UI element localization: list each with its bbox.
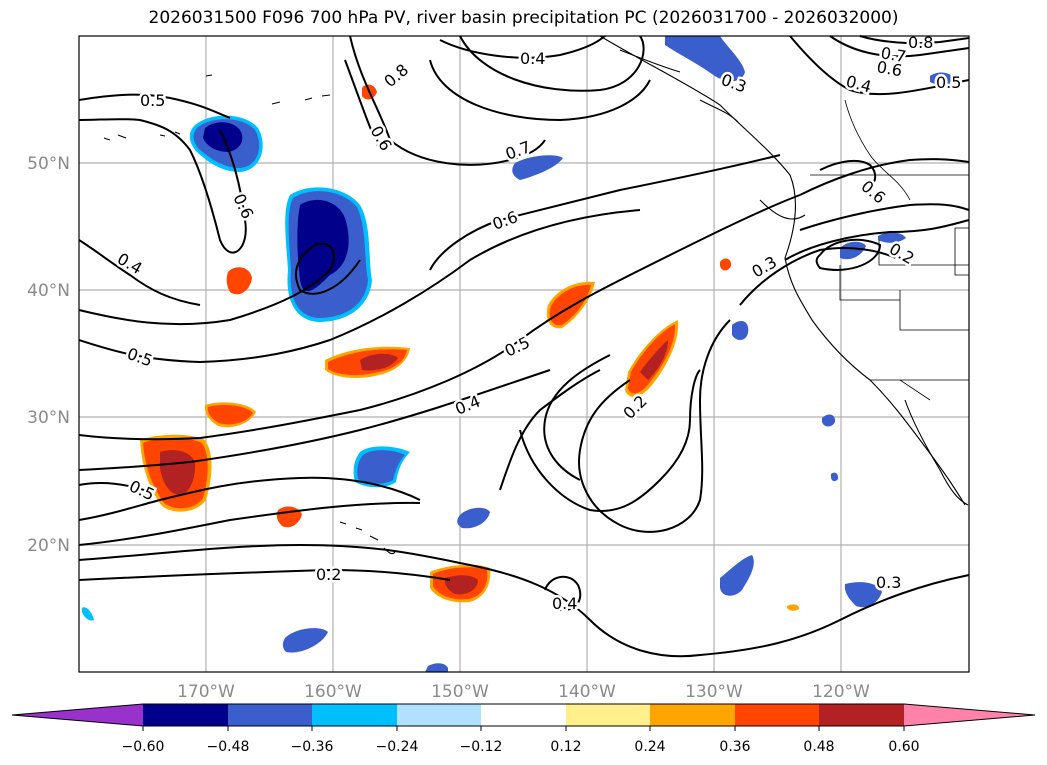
lon-label: 170°W <box>177 682 235 702</box>
colorbar-swatch <box>819 704 904 726</box>
colorbar-swatch <box>228 704 313 726</box>
colorbar-swatch <box>735 704 820 726</box>
colorbar-swatch <box>650 704 735 726</box>
colorbar-tick-label: −0.60 <box>122 739 165 755</box>
colorbar-swatch <box>566 704 651 726</box>
colorbar-extend-high <box>904 704 1035 726</box>
map-frame <box>78 35 970 673</box>
contour-label: 0.4 <box>552 594 577 613</box>
lon-label: 130°W <box>685 682 743 702</box>
colorbar-tick-label: −0.24 <box>376 739 419 755</box>
coastlines <box>103 35 969 555</box>
colorbar-swatch <box>312 704 397 726</box>
contour-label: 0.8 <box>908 33 933 52</box>
contour-label: 0.6 <box>875 57 903 80</box>
contour-label: 0.4 <box>520 49 545 68</box>
colorbar-swatch <box>143 704 228 726</box>
colorbar-tick-label: 0.48 <box>803 739 834 755</box>
contour-label: 0.2 <box>316 565 341 584</box>
lat-label: 20°N <box>27 536 70 556</box>
lon-label: 160°W <box>304 682 362 702</box>
colorbar-tick-label: −0.36 <box>291 739 334 755</box>
colorbar-tick-label: 0.60 <box>888 739 919 755</box>
contour-label: 0.5 <box>936 73 961 92</box>
colorbar-tick-label: 0.12 <box>550 739 581 755</box>
colorbar-tick-label: 0.24 <box>634 739 665 755</box>
lat-label: 30°N <box>27 408 70 428</box>
colorbar-tick-label: −0.48 <box>207 739 250 755</box>
colorbar-swatch <box>481 704 566 726</box>
lon-label: 120°W <box>812 682 870 702</box>
lat-label: 50°N <box>27 154 70 174</box>
colorbar: −0.60 −0.48 −0.36 −0.24 −0.12 0.12 0.24 … <box>11 703 1036 755</box>
pv-contours <box>78 35 970 658</box>
lat-label: 40°N <box>27 281 70 301</box>
plot-title: 2026031500 F096 700 hPa PV, river basin … <box>148 8 899 28</box>
axis-labels: 50°N 40°N 30°N 20°N 170°W 160°W 150°W 14… <box>27 154 870 702</box>
colorbar-extend-low <box>12 704 143 726</box>
contour-label: 0.5 <box>140 91 165 110</box>
lon-label: 140°W <box>558 682 616 702</box>
lon-label: 150°W <box>431 682 489 702</box>
colorbar-tick-label: −0.12 <box>460 739 503 755</box>
colorbar-swatch <box>397 704 482 726</box>
contour-label: 0.3 <box>876 573 901 592</box>
colorbar-tick-label: 0.36 <box>719 739 750 755</box>
